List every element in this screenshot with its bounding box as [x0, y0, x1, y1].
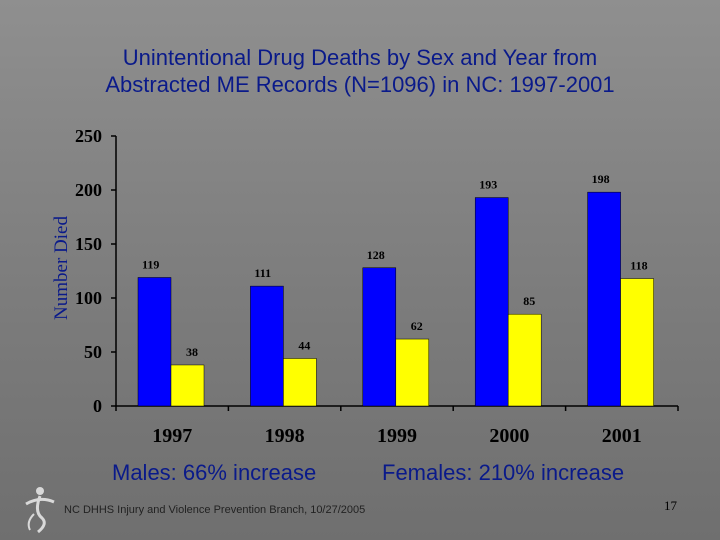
x-tick-label: 1999	[377, 425, 417, 447]
data-label: 111	[254, 266, 271, 280]
y-tick-label: 0	[93, 396, 102, 416]
bar	[395, 338, 430, 407]
x-tick-label: 1998	[265, 425, 305, 447]
males-summary: Males: 66% increase	[112, 460, 317, 485]
data-label: 44	[298, 338, 310, 352]
figure-logo-icon	[25, 487, 55, 534]
bar	[137, 277, 172, 407]
x-axis: 1997 1998 1999 2000 2001	[115, 405, 679, 447]
slide-title-line-1: Unintentional Drug Deaths by Sex and Yea…	[122, 45, 598, 70]
data-label: 128	[367, 248, 385, 262]
data-label: 62	[411, 319, 423, 333]
data-label: 38	[186, 345, 198, 359]
data-label: 118	[630, 259, 647, 273]
y-tick-label: 100	[75, 288, 102, 308]
data-label: 85	[523, 294, 535, 308]
data-label: 119	[142, 257, 159, 271]
y-axis-title: Number Died	[51, 216, 72, 320]
footer-note: NC DHHS Injury and Violence Prevention B…	[64, 504, 366, 516]
bar	[474, 197, 509, 407]
bar	[170, 364, 205, 407]
bar	[587, 191, 621, 407]
bar	[620, 278, 654, 407]
data-label: 193	[479, 178, 497, 192]
y-tick-label: 50	[84, 342, 102, 362]
y-tick-label: 200	[75, 180, 102, 200]
x-tick-label: 2000	[489, 425, 529, 447]
y-tick-label: 150	[75, 234, 102, 254]
bar	[283, 358, 317, 407]
x-tick-label: 1997	[152, 425, 192, 447]
bar-chart: 0 50 100 150 200 250 1997 1998 1999 2000 2001 119…	[51, 126, 679, 447]
slide-title: Unintentional Drug Deaths by Sex and Yea…	[40, 44, 680, 98]
data-labels: 119 38 111 44 128 62 193 85 198 118	[142, 172, 648, 359]
y-tick-label: 250	[75, 126, 102, 146]
slide-title-line-2: Abstracted ME Records (N=1096) in NC: 19…	[105, 72, 615, 97]
females-summary: Females: 210% increase	[382, 460, 625, 485]
bar	[362, 267, 397, 407]
bars	[137, 191, 654, 407]
bar	[507, 313, 542, 407]
bar	[250, 285, 284, 407]
y-axis: 0 50 100 150 200 250	[75, 126, 117, 416]
x-tick-label: 2001	[602, 425, 642, 447]
data-label: 198	[592, 172, 610, 186]
page-number: 17	[664, 498, 677, 513]
